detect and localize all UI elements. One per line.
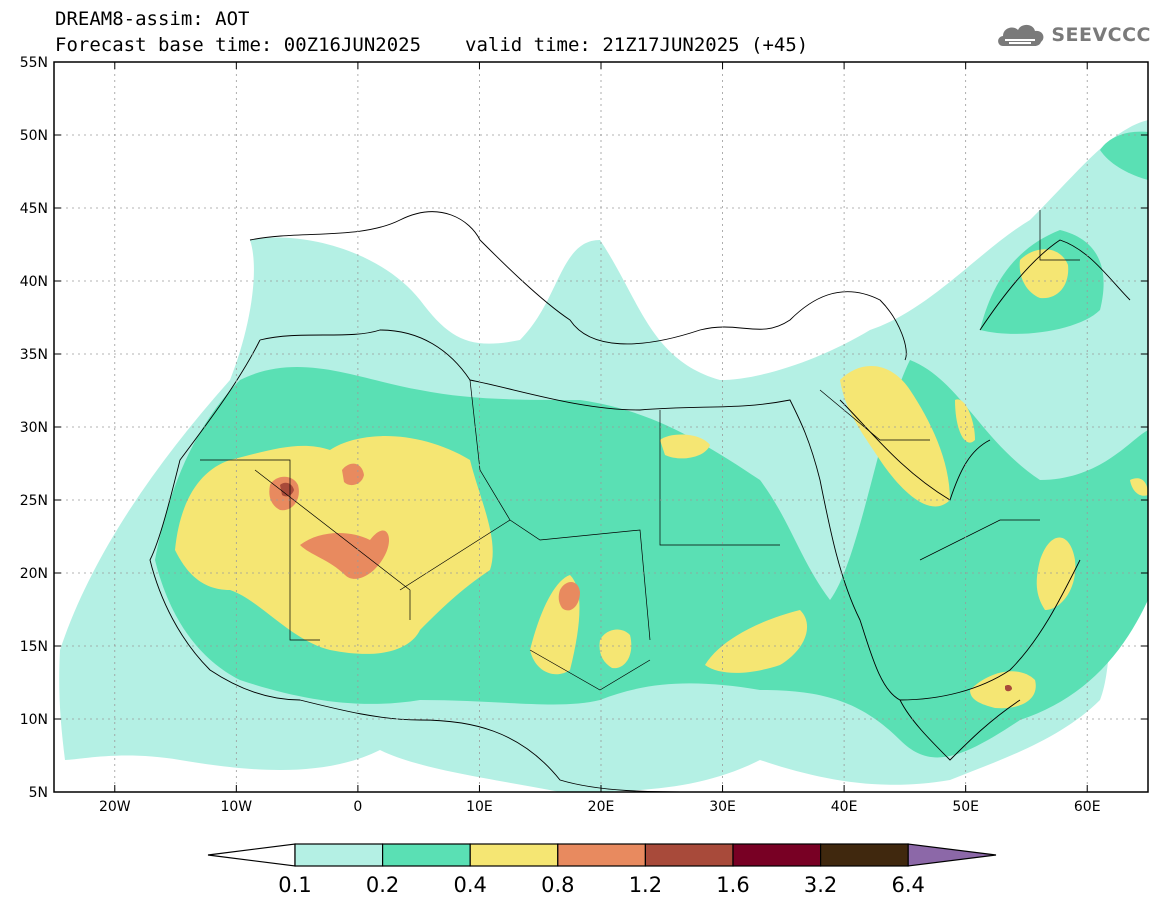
- lon-label: 40E: [831, 799, 858, 815]
- colorbar-segment: [732, 843, 822, 867]
- lat-label: 10N: [20, 712, 48, 728]
- valid-time: valid time: 21Z17JUN2025 (+45): [465, 34, 809, 56]
- colorbar-segment: [819, 843, 909, 867]
- colorbar-labels: 0.1 0.2 0.4 0.8 1.2 1.6 3.2 6.4: [278, 873, 925, 897]
- lat-label: 35N: [20, 347, 48, 363]
- colorbar-label: 1.6: [716, 873, 749, 897]
- lat-label: 40N: [20, 274, 48, 290]
- logo-text: SEEVCCC: [1051, 24, 1151, 46]
- lon-label: 10W: [220, 799, 252, 815]
- borders: [200, 210, 1080, 691]
- lon-label: 0: [353, 799, 362, 815]
- lon-label: 30E: [709, 799, 736, 815]
- coastlines: [149, 211, 1131, 792]
- colorbar-label: 0.8: [541, 873, 574, 897]
- colorbar: [207, 843, 997, 867]
- colorbar-segment: [469, 843, 559, 867]
- lat-label: 30N: [20, 420, 48, 436]
- colorbar-label: 3.2: [804, 873, 837, 897]
- base-time: Forecast base time: 00Z16JUN2025: [55, 34, 422, 56]
- cloud-icon: [998, 24, 1044, 46]
- colorbar-label: 1.2: [629, 873, 662, 897]
- map-title: DREAM8-assim: AOT: [55, 8, 250, 30]
- aot-fields: [59, 120, 1148, 792]
- colorbar-under-triangle: [207, 843, 296, 867]
- colorbar-segment: [294, 843, 384, 867]
- aot-level-1-2: [280, 482, 1012, 692]
- lon-label: 10E: [466, 799, 493, 815]
- lat-label: 55N: [20, 55, 48, 71]
- lon-label: 20W: [99, 799, 131, 815]
- lon-label: 20E: [588, 799, 615, 815]
- latitude-labels: 55N 50N 45N 40N 35N 30N 25N 20N 15N 10N 5N: [20, 55, 48, 801]
- lat-label: 25N: [20, 493, 48, 509]
- seevccc-logo: SEEVCCC: [995, 20, 1151, 50]
- lat-label: 20N: [20, 566, 48, 582]
- lon-label: 60E: [1074, 799, 1101, 815]
- lat-label: 15N: [20, 639, 48, 655]
- lat-label: 45N: [20, 201, 48, 217]
- aot-level-0-8: [269, 463, 580, 611]
- lon-label: 50E: [952, 799, 979, 815]
- axis-ticks: [54, 61, 1148, 793]
- colorbar-segment: [644, 843, 734, 867]
- lat-label: 50N: [20, 128, 48, 144]
- lat-label: 5N: [29, 785, 48, 801]
- forecast-times: Forecast base time: 00Z16JUN2025 valid ti…: [55, 34, 808, 56]
- colorbar-segment: [382, 843, 471, 867]
- grid-lines: [54, 62, 1148, 792]
- colorbar-segment: [557, 843, 646, 867]
- colorbar-over-triangle: [907, 843, 997, 867]
- colorbar-label: 0.1: [278, 873, 311, 897]
- colorbar-label: 0.4: [453, 873, 486, 897]
- colorbar-label: 6.4: [891, 873, 924, 897]
- longitude-labels: 20W 10W 0 10E 20E 30E 40E 50E 60E: [99, 799, 1101, 815]
- colorbar-label: 0.2: [366, 873, 399, 897]
